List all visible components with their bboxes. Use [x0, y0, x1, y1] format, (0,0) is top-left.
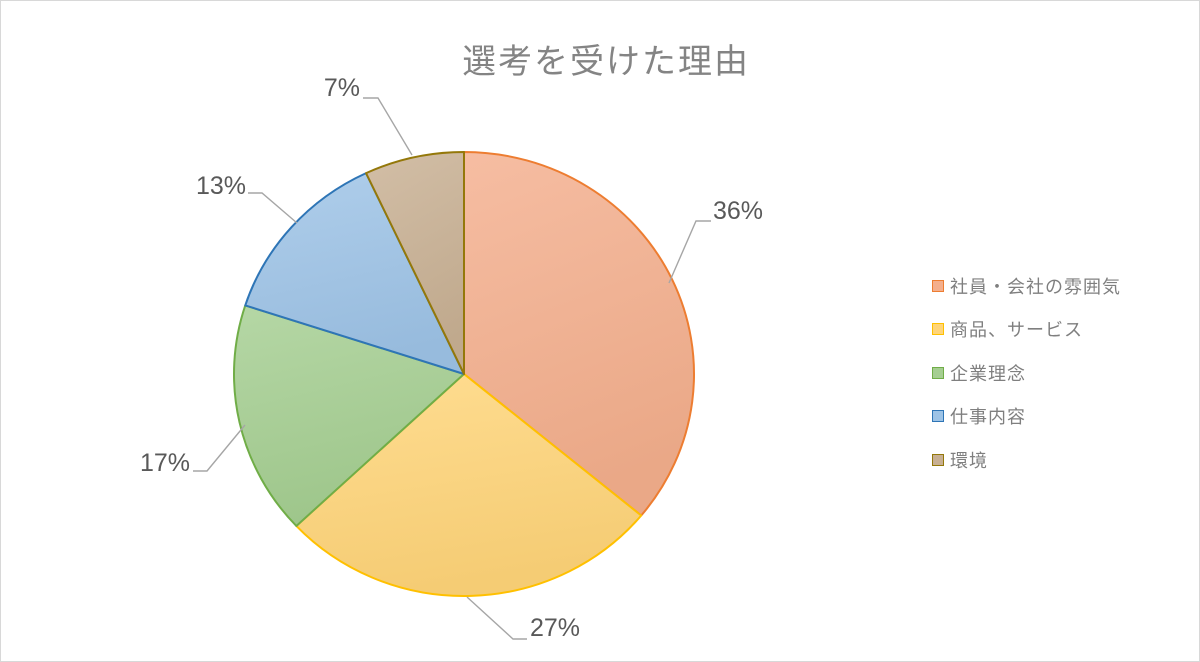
data-label-0: 36% [713, 197, 763, 225]
pie-slice-2 [233, 304, 465, 527]
chart-title: 選考を受けた理由 [462, 43, 750, 81]
data-label-4: 7% [324, 74, 360, 102]
leader-line-1 [466, 596, 527, 640]
leader-line-3 [248, 192, 298, 224]
legend-item-1: 商品、サービス [932, 308, 1121, 352]
legend-marker-icon [932, 366, 944, 379]
legend-item-2: 企業理念 [932, 351, 1121, 395]
legend-label: 商品、サービス [950, 320, 1083, 341]
leader-line-4 [363, 97, 413, 156]
legend-item-3: 仕事内容 [932, 395, 1121, 439]
legend-marker-icon [932, 453, 944, 466]
pie-slice-1 [295, 373, 643, 597]
legend-marker-icon [932, 323, 944, 336]
legend-label: 企業理念 [950, 363, 1026, 384]
data-label-3: 13% [196, 172, 246, 200]
legend-item-0: 社員・会社の雰囲気 [932, 264, 1121, 308]
pie-slice-0 [463, 151, 695, 517]
legend: 社員・会社の雰囲気 商品、サービス 企業理念仕事内容環境 [932, 264, 1121, 482]
data-label-1: 27% [530, 614, 580, 642]
pie-slice-3 [244, 172, 465, 375]
leader-line-2 [193, 424, 246, 472]
legend-label: 社員・会社の雰囲気 [950, 276, 1121, 297]
pie-slice-4 [365, 151, 465, 375]
legend-item-4: 環境 [932, 438, 1121, 482]
legend-marker-icon [932, 410, 944, 423]
legend-marker-icon [932, 279, 944, 292]
leader-line-0 [668, 220, 711, 284]
legend-label: 環境 [950, 450, 988, 471]
data-label-2: 17% [140, 449, 190, 477]
legend-label: 仕事内容 [950, 407, 1026, 428]
